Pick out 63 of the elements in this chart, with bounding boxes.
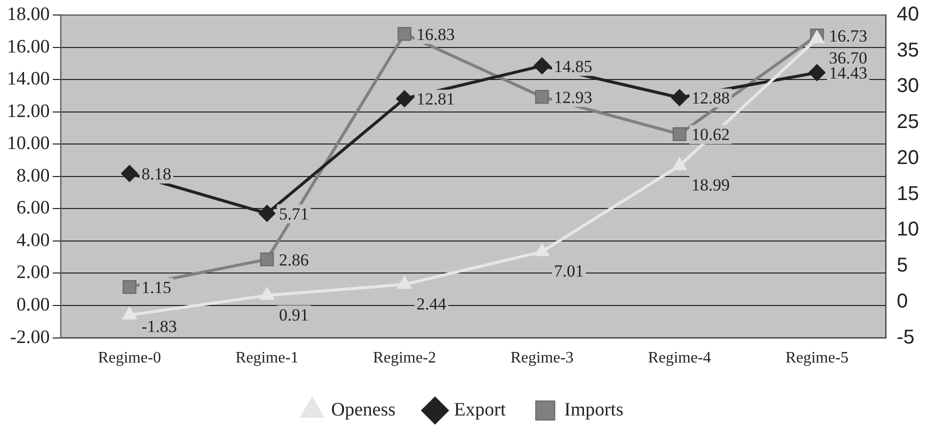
y2-tick-label: 0 (896, 290, 908, 312)
point (535, 90, 549, 104)
y2-tick-label: -5 (896, 326, 915, 348)
y-tick-label: 16.00 (7, 36, 50, 58)
x-tick-label: Regime-0 (98, 350, 162, 367)
data-label: 14.43 (829, 64, 868, 83)
y-tick-label: 18.00 (7, 4, 50, 25)
y2-tick-label: 5 (896, 254, 908, 277)
point (398, 27, 412, 41)
point (121, 164, 138, 182)
y2-tick-label: 10 (896, 218, 920, 241)
x-tick-label: Regime-1 (235, 350, 299, 367)
data-label: 7.01 (554, 262, 584, 281)
legend-label: Imports (564, 399, 624, 420)
y-tick-label: 12.00 (7, 100, 50, 122)
point (671, 89, 688, 106)
y-tick-label: 0.00 (16, 294, 50, 316)
y-tick-label: 8.00 (16, 165, 50, 186)
legend-label: Export (454, 399, 506, 420)
point (122, 280, 136, 294)
y2-tick-label: 15 (896, 182, 920, 205)
data-label: 8.18 (142, 164, 172, 184)
data-label: 12.93 (554, 88, 592, 107)
data-label: 16.73 (829, 26, 868, 46)
point (672, 127, 686, 141)
x-tick-label: Regime-4 (648, 350, 712, 367)
y-tick-label: 10.00 (7, 133, 50, 154)
y-tick-label: 6.00 (16, 198, 50, 219)
point (397, 276, 412, 289)
y2-tick-label: 25 (896, 111, 920, 134)
data-label: 18.99 (692, 176, 730, 195)
point (672, 157, 687, 170)
data-label: 2.44 (416, 294, 447, 314)
x-tick-label: Regime-5 (785, 350, 849, 367)
y-tick-label: 14.00 (7, 68, 50, 90)
point (258, 204, 276, 222)
point (534, 57, 551, 74)
x-tick-label: Regime-3 (510, 350, 574, 367)
y2-tick-label: 20 (896, 146, 920, 169)
legend-label: Openess (331, 399, 396, 420)
data-label: 2.86 (279, 250, 309, 270)
data-label: 12.88 (692, 88, 730, 108)
y-tick-label: -2.00 (10, 326, 50, 348)
data-label: -1.83 (142, 316, 177, 336)
point (396, 90, 413, 108)
y-tick-label: 4.00 (16, 230, 50, 251)
data-label: 1.15 (142, 278, 172, 297)
data-label: 0.91 (279, 305, 309, 324)
y-tick-label: 2.00 (16, 262, 50, 284)
data-label: 5.71 (279, 204, 309, 224)
y2-tick-label: 35 (896, 39, 920, 62)
point (122, 306, 137, 320)
point (260, 252, 274, 266)
data-label: 14.85 (554, 56, 592, 76)
y2-tick-label: 30 (896, 75, 920, 98)
point (808, 64, 826, 82)
point (534, 243, 550, 256)
data-label: 12.81 (416, 90, 455, 109)
data-label: 10.62 (692, 125, 730, 144)
y2-tick-label: 40 (896, 4, 920, 26)
x-tick-label: Regime-2 (372, 350, 436, 367)
data-label: 16.83 (416, 24, 455, 44)
point (260, 286, 274, 300)
